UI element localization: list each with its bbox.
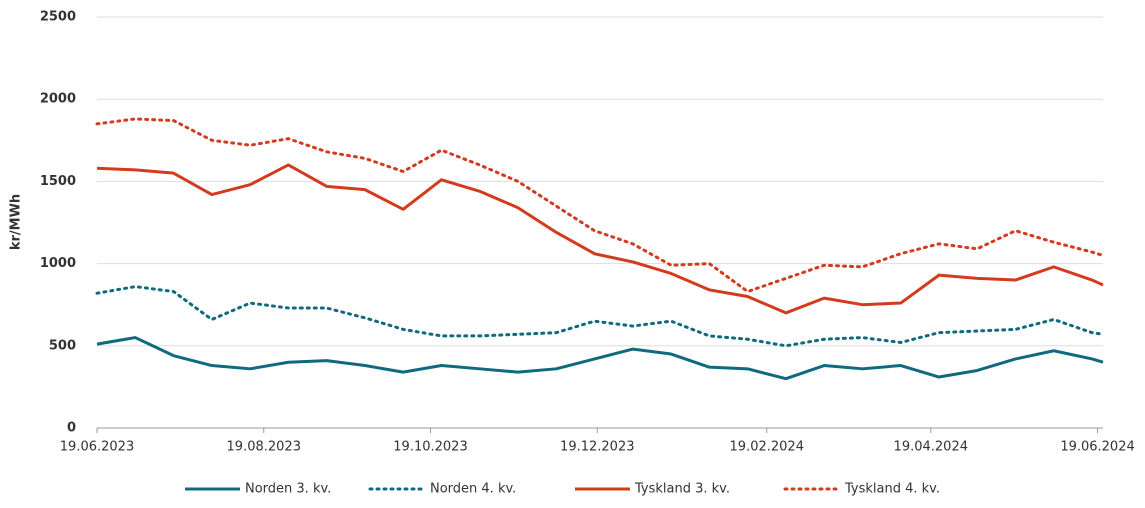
legend-label: Tyskland 4. kv. <box>844 482 940 497</box>
line-series <box>95 285 1105 348</box>
x-tick-label: 19.10.2023 <box>393 440 467 455</box>
y-tick-label: 1000 <box>40 256 76 271</box>
y-axis-label: kr/MWh <box>9 194 24 250</box>
legend-label: Norden 3. kv. <box>245 482 331 497</box>
legend-label: Tyskland 3. kv. <box>634 482 730 497</box>
line-series <box>96 163 1104 315</box>
x-tick-label: 19.06.2023 <box>60 440 134 455</box>
x-tick-label: 19.06.2024 <box>1060 440 1134 455</box>
x-tick-label: 19.02.2024 <box>730 440 804 455</box>
x-tick-label: 19.12.2023 <box>560 440 634 455</box>
y-tick-label: 2500 <box>40 10 76 25</box>
x-tick-label: 19.04.2024 <box>894 440 968 455</box>
y-tick-label: 0 <box>67 421 76 436</box>
y-tick-label: 500 <box>49 338 76 353</box>
line-series <box>96 336 1104 381</box>
y-tick-label: 1500 <box>40 174 76 189</box>
x-tick-label: 19.08.2023 <box>227 440 301 455</box>
y-tick-label: 2000 <box>40 92 76 107</box>
legend-label: Norden 4. kv. <box>430 482 516 497</box>
line-series <box>95 117 1105 294</box>
